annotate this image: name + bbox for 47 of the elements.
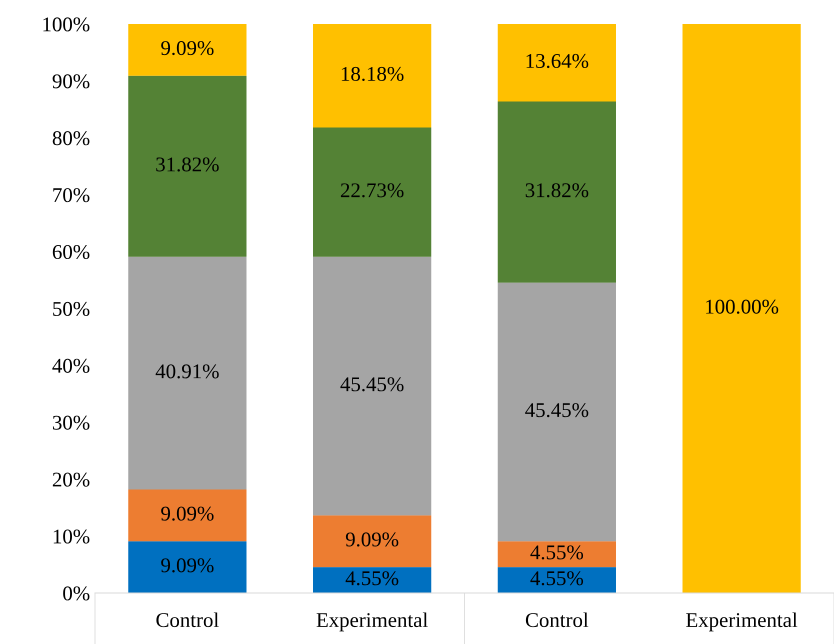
data-label: 22.73% (340, 183, 404, 198)
data-label: 4.55% (530, 571, 584, 586)
bar (128, 541, 246, 593)
data-label: 31.82% (156, 157, 219, 172)
y-tick-label: 60% (52, 244, 90, 260)
y-tick-label: 10% (54, 529, 90, 544)
bar (498, 282, 616, 542)
y-tick-label: 0% (63, 586, 90, 600)
data-label: 31.82% (526, 183, 588, 198)
data-label: 45.45% (340, 377, 404, 392)
bar (498, 567, 616, 593)
x-tick-label: Control (156, 612, 219, 628)
bar (313, 127, 432, 257)
bar (498, 102, 616, 283)
y-tick-label: 40% (52, 358, 90, 373)
data-label: 100.00% (706, 300, 778, 314)
data-label: 4.55% (346, 571, 398, 586)
data-label: 45.45% (525, 403, 588, 418)
bar (498, 24, 616, 102)
x-tick-label: Experimental (316, 612, 428, 632)
bar (128, 76, 246, 257)
data-label: 4.55% (530, 545, 584, 560)
y-tick-label: 80% (52, 131, 90, 146)
data-label: 9.09% (161, 506, 214, 521)
y-tick-label: 20% (52, 472, 90, 487)
x-tick-label: Control (526, 612, 588, 628)
bar (128, 24, 246, 76)
data-label: 18.18% (342, 66, 404, 82)
data-label: 9.09% (346, 532, 398, 547)
bar (313, 256, 432, 516)
bar (128, 490, 246, 542)
data-label: 9.09% (161, 41, 214, 56)
y-tick-label: 90% (52, 74, 90, 88)
y-tick-label: 30% (52, 416, 90, 430)
bar (313, 24, 432, 128)
y-tick-label: 70% (53, 188, 90, 202)
bar (313, 515, 432, 568)
y-tick-label: 50% (53, 302, 90, 316)
bar (682, 24, 801, 593)
x-tick-label: Experimental (686, 612, 798, 632)
bar (498, 541, 616, 568)
y-tick-label: 100% (43, 17, 90, 32)
bar (128, 256, 246, 490)
data-label: 13.64% (526, 54, 588, 68)
data-label: 40.91% (156, 364, 219, 378)
bar (313, 567, 432, 593)
data-label: 9.09% (161, 558, 214, 572)
